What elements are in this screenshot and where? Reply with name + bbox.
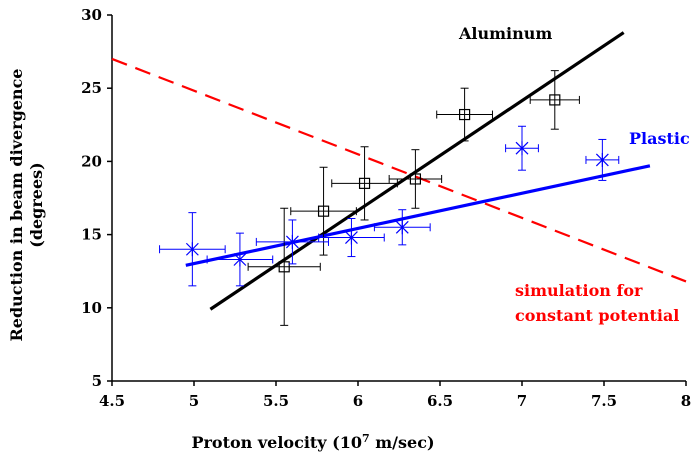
data-points (159, 70, 620, 326)
x-tick-label: 4.5 (99, 392, 125, 410)
y-ticks: 5 10 15 20 25 30 (81, 6, 112, 390)
y-tick-label: 25 (81, 79, 102, 97)
aluminum-fit-line (209, 31, 625, 311)
simulation-label-line2: constant potential (515, 306, 679, 325)
x-tick-label: 8 (681, 392, 691, 410)
simulation-dashed-line (111, 57, 687, 283)
x-tick-label: 7.5 (591, 392, 617, 410)
aluminum-point (388, 149, 443, 209)
x-tick-label: 6 (353, 392, 363, 410)
plastic-point (585, 138, 620, 181)
aluminum-point (247, 207, 321, 326)
y-tick-label: 15 (81, 226, 102, 244)
plastic-point (255, 219, 329, 265)
square-marker (317, 205, 330, 217)
y-tick-label: 10 (81, 299, 102, 317)
x-tick-label: 5 (189, 392, 199, 410)
plastic-point (206, 232, 274, 287)
y-axis-title-line1: Reduction in beam divergence (7, 69, 26, 342)
plastic-point (373, 209, 431, 246)
plastic-label: Plastic (629, 129, 690, 148)
y-axis-title-line2: (degrees) (27, 162, 46, 248)
square-marker (358, 177, 371, 189)
y-tick-label: 5 (92, 372, 102, 390)
square-marker (549, 94, 561, 106)
axes (111, 15, 686, 382)
x-ticks: 4.5 5 5.5 6 6.5 7 7.5 8 (99, 381, 691, 410)
y-tick-label: 20 (81, 152, 102, 170)
y-tick-label: 30 (81, 6, 102, 24)
plastic-fit-line (185, 164, 651, 267)
square-marker (278, 261, 290, 273)
aluminum-point (290, 166, 357, 256)
plastic-point (159, 212, 226, 287)
x-axis-title: Proton velocity (107 m/sec) (191, 432, 434, 453)
aluminum-label: Aluminum (458, 24, 552, 43)
aluminum-point (529, 70, 580, 130)
plastic-point (318, 217, 385, 258)
aluminum-point (331, 146, 398, 221)
fit-lines (111, 31, 687, 311)
simulation-label-line1: simulation for (515, 281, 643, 300)
square-marker (409, 173, 421, 185)
x-tick-label: 5.5 (263, 392, 289, 410)
x-tick-label: 6.5 (427, 392, 453, 410)
aluminum-point (436, 87, 493, 142)
square-marker (459, 108, 471, 121)
x-tick-label: 7 (517, 392, 527, 410)
plastic-point (505, 125, 539, 171)
